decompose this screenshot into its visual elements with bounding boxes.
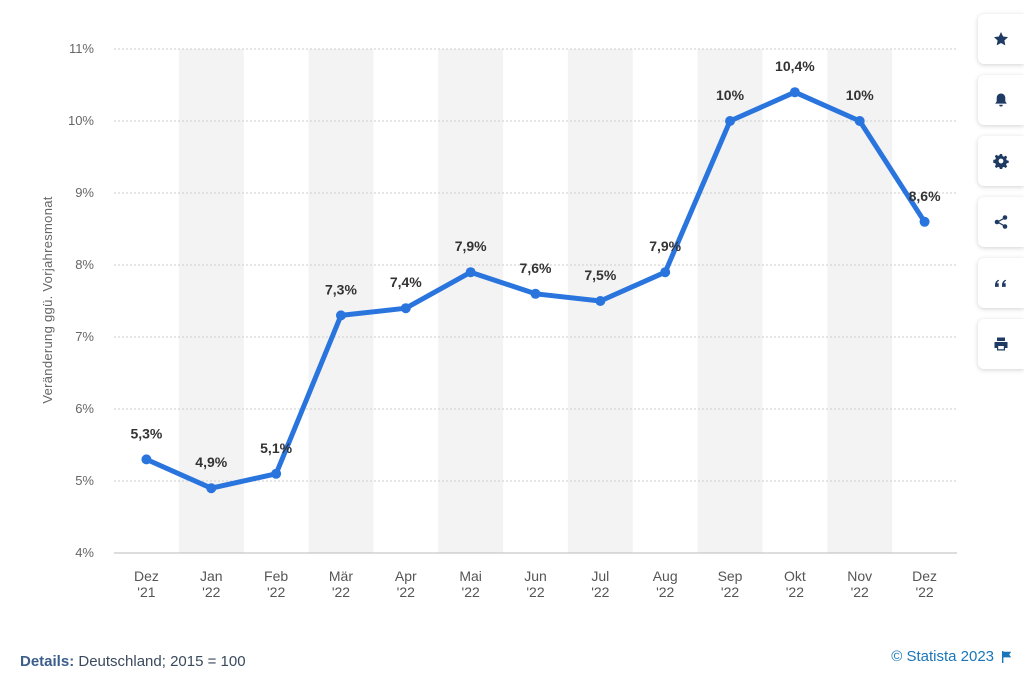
notification-button[interactable] [978,75,1024,125]
print-button[interactable] [978,319,1024,369]
data-label: 5,1% [260,440,292,456]
settings-button[interactable] [978,136,1024,186]
chart-details: Details: Deutschland; 2015 = 100 [20,653,246,670]
data-point[interactable] [141,454,152,465]
data-point[interactable] [919,216,930,227]
data-point[interactable] [335,310,346,321]
background-band [697,49,763,553]
background-band [308,49,374,553]
data-label: 7,3% [325,281,357,297]
flag-icon [1002,650,1012,663]
star-icon [994,32,1008,46]
data-label: 7,6% [520,260,552,276]
source-text: © Statista 2023 [891,648,994,665]
y-tick-label: 4% [75,545,94,560]
print-icon [994,337,1008,351]
data-point[interactable] [660,267,671,278]
data-label: 7,4% [390,274,422,290]
details-label: Details: [20,653,75,670]
data-labels: 5,3% 4,9% 5,1% 7,3% 7,4% 7,9% 7,6% 7,5% 7,9% 10% 1… [130,58,941,470]
share-button[interactable] [978,197,1024,247]
data-point[interactable] [271,468,282,479]
data-point[interactable] [400,303,411,314]
x-tick-label: Mär '22 [329,568,353,600]
y-axis-ticks: 4% 5% 6% 7% 8% 9% 10% 11% [68,41,94,560]
data-label: 4,9% [195,454,227,470]
x-tick-label: Aug '22 [653,568,678,600]
bell-icon [995,93,1007,107]
data-label: 7,5% [584,267,616,283]
x-tick-label: Jan '22 [200,568,223,600]
x-tick-label: Dez '22 [912,568,937,600]
y-tick-label: 9% [75,185,94,200]
data-point[interactable] [725,116,736,126]
line-chart: 4% 5% 6% 7% 8% 9% 10% 11% Dez '21 Jan '22 Feb '22 Mär… [40,41,957,600]
share-icon [994,215,1008,229]
background-band [827,49,893,553]
data-label: 8,6% [909,188,941,204]
data-points [141,87,930,494]
quote-icon [995,279,1007,287]
data-point[interactable] [854,116,865,126]
data-label: 10% [846,87,875,103]
x-tick-label: Mai '22 [459,568,482,600]
data-label: 5,3% [130,425,162,441]
data-point[interactable] [206,483,217,494]
x-axis-labels: Dez '21 Jan '22 Feb '22 Mär '22 Apr '22 Mai '22 Jun '… [134,568,937,600]
y-tick-label: 11% [69,41,94,56]
x-tick-label: Feb '22 [264,568,288,600]
y-tick-label: 7% [75,329,94,344]
data-point[interactable] [530,288,541,299]
data-point[interactable] [789,87,800,98]
data-label: 7,9% [455,238,487,254]
gear-icon [993,154,1009,169]
data-point[interactable] [465,267,476,278]
x-tick-label: Apr '22 [395,568,417,600]
x-tick-label: Sep '22 [718,568,743,600]
x-tick-label: Jun '22 [524,568,547,600]
y-axis-title: Veränderung ggü. Vorjahresmonat [40,196,55,403]
data-label: 10% [716,87,745,103]
data-point[interactable] [595,296,606,306]
details-value: Deutschland; 2015 = 100 [78,653,246,670]
favorite-button[interactable] [978,14,1024,64]
x-tick-label: Okt '22 [784,568,806,600]
x-tick-label: Nov '22 [847,568,872,600]
background-band [438,49,504,553]
data-label: 7,9% [649,238,681,254]
x-tick-label: Dez '21 [134,568,159,600]
y-tick-label: 8% [75,257,94,272]
y-tick-label: 5% [75,473,94,488]
background-band [178,49,244,553]
y-tick-label: 10% [68,113,94,128]
source-credit[interactable]: © Statista 2023 [891,648,1012,665]
alternating-bands [178,49,893,553]
y-tick-label: 6% [75,401,94,416]
x-tick-label: Jul '22 [591,568,609,600]
data-label: 10,4% [775,58,815,74]
cite-button[interactable] [978,258,1024,308]
